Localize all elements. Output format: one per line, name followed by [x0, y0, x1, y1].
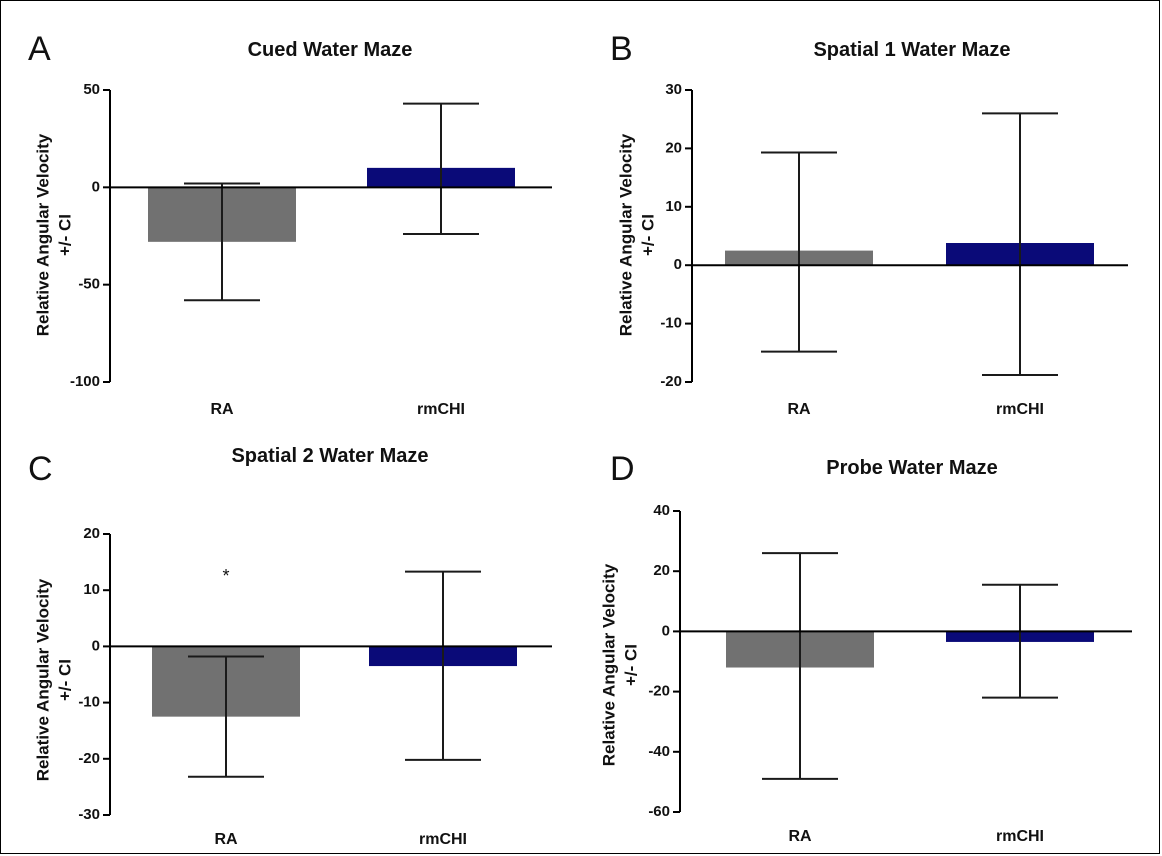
y-tick-label: 40 — [653, 502, 670, 519]
y-axis-label-ci: +/- CI — [638, 214, 657, 256]
y-tick-label: 0 — [662, 622, 670, 639]
y-tick-label: 20 — [83, 525, 100, 542]
chart-title: Cued Water Maze — [248, 39, 413, 61]
y-tick-label: -20 — [660, 373, 682, 390]
panel-letter: C — [28, 450, 53, 488]
panel-letter: B — [610, 30, 633, 68]
x-category-label: rmCHI — [417, 401, 465, 418]
y-tick-label: 20 — [653, 562, 670, 579]
x-category-label: rmCHI — [996, 828, 1044, 845]
y-axis-label-ci: +/- CI — [55, 214, 74, 256]
y-tick-label: -60 — [648, 803, 670, 820]
y-tick-label: -100 — [70, 373, 100, 390]
x-category-label: RA — [214, 831, 238, 848]
y-tick-label: -20 — [648, 683, 670, 700]
y-tick-label: 50 — [83, 81, 100, 98]
y-tick-label: -40 — [648, 743, 670, 760]
y-tick-label: 10 — [665, 198, 682, 215]
y-tick-label: 0 — [92, 637, 100, 654]
x-category-label: rmCHI — [419, 831, 467, 848]
y-tick-label: 10 — [83, 581, 100, 598]
y-tick-label: -10 — [78, 694, 100, 711]
chart-title: Spatial 2 Water Maze — [231, 445, 428, 467]
y-axis-label-ci: +/- CI — [621, 644, 640, 686]
x-category-label: rmCHI — [996, 401, 1044, 418]
panel-letter: D — [610, 450, 635, 488]
y-tick-label: -10 — [660, 315, 682, 332]
y-tick-label: -50 — [78, 276, 100, 293]
panel-letter: A — [28, 30, 51, 68]
y-tick-label: -30 — [78, 806, 100, 823]
y-axis-label: Relative Angular Velocity — [33, 578, 52, 781]
y-tick-label: 0 — [92, 178, 100, 195]
significance-marker: * — [222, 566, 229, 586]
x-category-label: RA — [210, 401, 234, 418]
y-tick-label: 0 — [674, 256, 682, 273]
y-axis-label-ci: +/- CI — [55, 659, 74, 701]
chart-title: Spatial 1 Water Maze — [813, 39, 1010, 61]
y-axis-label: Relative Angular Velocity — [616, 133, 635, 336]
x-category-label: RA — [787, 401, 811, 418]
y-axis-label: Relative Angular Velocity — [599, 563, 618, 766]
y-tick-label: -20 — [78, 750, 100, 767]
chart-title: Probe Water Maze — [826, 457, 998, 479]
y-tick-label: 20 — [665, 139, 682, 156]
y-axis-label: Relative Angular Velocity — [33, 133, 52, 336]
y-tick-label: 30 — [665, 81, 682, 98]
x-category-label: RA — [788, 828, 812, 845]
